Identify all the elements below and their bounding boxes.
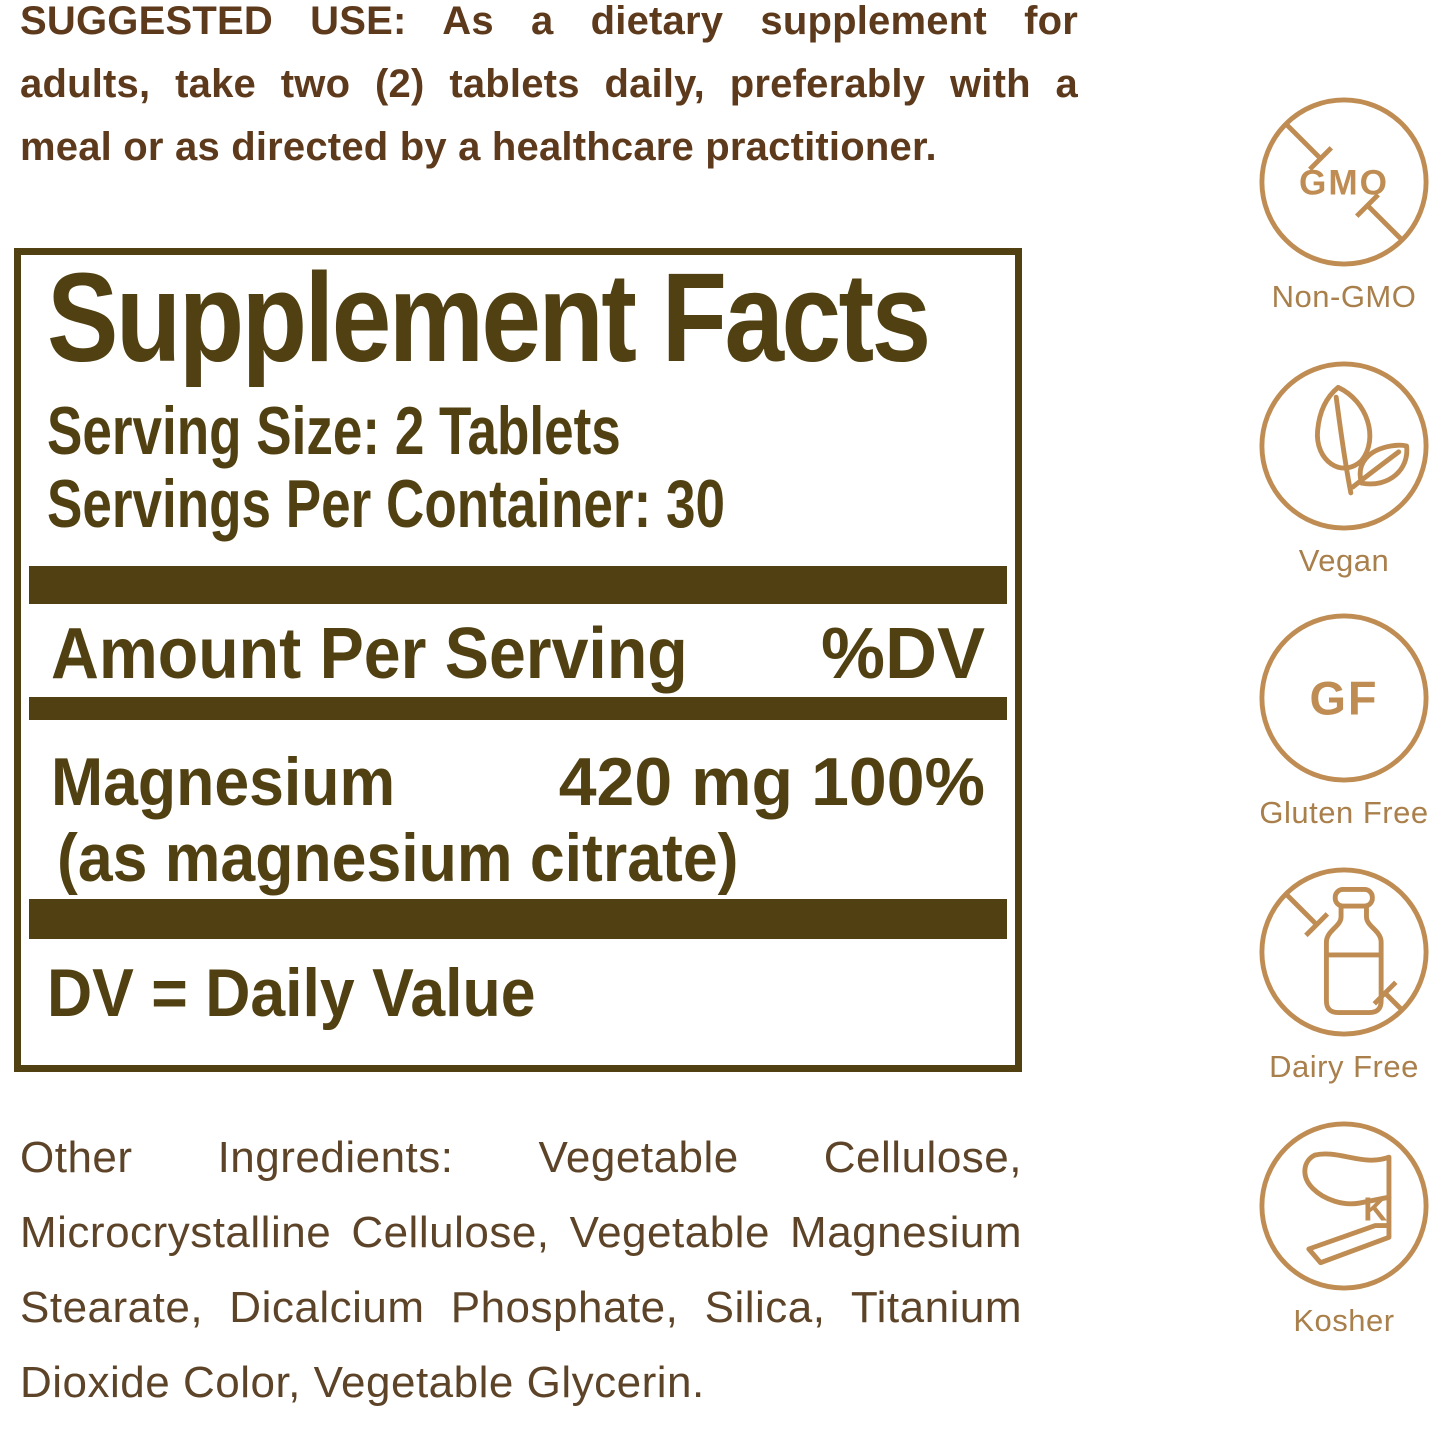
other-ingredients-line: Other Ingredients: Vegetable Cellulose, bbox=[20, 1133, 1022, 1182]
milk-bottle-crossed-icon bbox=[1259, 867, 1429, 1037]
kosher-icon-text: K bbox=[1363, 1192, 1387, 1229]
badge-label-kosher: Kosher bbox=[1293, 1303, 1395, 1338]
nutrient-dv: 100% bbox=[811, 744, 985, 820]
nutrient-row-magnesium: Magnesium 420 mg 100% bbox=[21, 744, 1015, 820]
badge-gluten-free: GF Gluten Free bbox=[1249, 612, 1439, 830]
nutrient-amount: 420 mg bbox=[558, 744, 794, 820]
other-ingredients-text: Other Ingredients: Vegetable Cellulose, … bbox=[20, 1120, 1022, 1420]
serving-size-line: Serving Size: 2 Tablets bbox=[47, 393, 621, 469]
suggested-use-line: adults, take two (2) tablets daily, pref… bbox=[20, 62, 1078, 106]
other-ingredients-line: Dioxide Color, Vegetable Glycerin. bbox=[20, 1358, 705, 1407]
suggested-use-text: SUGGESTED USE: As a dietary supplement f… bbox=[20, 0, 1078, 179]
divider-bar-medium bbox=[29, 697, 1007, 720]
percent-dv-header: %DV bbox=[820, 614, 985, 694]
amount-per-serving-header: Amount Per Serving bbox=[51, 614, 688, 694]
badge-vegan: Vegan bbox=[1249, 360, 1439, 578]
nutrient-name: Magnesium bbox=[51, 744, 396, 820]
badge-label-dairy-free: Dairy Free bbox=[1269, 1049, 1419, 1084]
divider-bar-thick bbox=[29, 566, 1007, 604]
badge-non-gmo: GMO Non-GMO bbox=[1249, 96, 1439, 314]
badge-label-non-gmo: Non-GMO bbox=[1271, 279, 1417, 314]
other-ingredients-line: Stearate, Dicalcium Phosphate, Silica, T… bbox=[20, 1283, 1022, 1332]
servings-per-container-line: Servings Per Container: 30 bbox=[47, 466, 725, 542]
supplement-facts-title: Supplement Facts bbox=[47, 247, 931, 388]
daily-value-footnote: DV = Daily Value bbox=[47, 955, 536, 1031]
gf-icon: GF bbox=[1259, 613, 1429, 783]
suggested-use-line: meal or as directed by a healthcare prac… bbox=[20, 125, 937, 169]
badge-label-vegan: Vegan bbox=[1298, 543, 1390, 578]
gmo-icon-text: GMO bbox=[1299, 164, 1389, 203]
other-ingredients-line: Microcrystalline Cellulose, Vegetable Ma… bbox=[20, 1208, 1022, 1257]
facts-header-row: Amount Per Serving %DV bbox=[21, 614, 1015, 694]
badge-kosher: K Kosher bbox=[1249, 1120, 1439, 1338]
nutrient-source-detail: (as magnesium citrate) bbox=[57, 820, 739, 896]
leaves-icon bbox=[1259, 361, 1429, 531]
kosher-parve-icon: K bbox=[1259, 1121, 1429, 1291]
divider-bar-thick bbox=[29, 899, 1007, 939]
supplement-facts-panel: Supplement Facts Serving Size: 2 Tablets… bbox=[14, 248, 1022, 1072]
badge-label-gluten-free: Gluten Free bbox=[1259, 795, 1429, 830]
suggested-use-line: SUGGESTED USE: As a dietary supplement f… bbox=[20, 0, 1078, 43]
gf-icon-text: GF bbox=[1309, 673, 1378, 725]
gmo-crossed-icon: GMO bbox=[1259, 97, 1429, 267]
badge-dairy-free: Dairy Free bbox=[1249, 866, 1439, 1084]
